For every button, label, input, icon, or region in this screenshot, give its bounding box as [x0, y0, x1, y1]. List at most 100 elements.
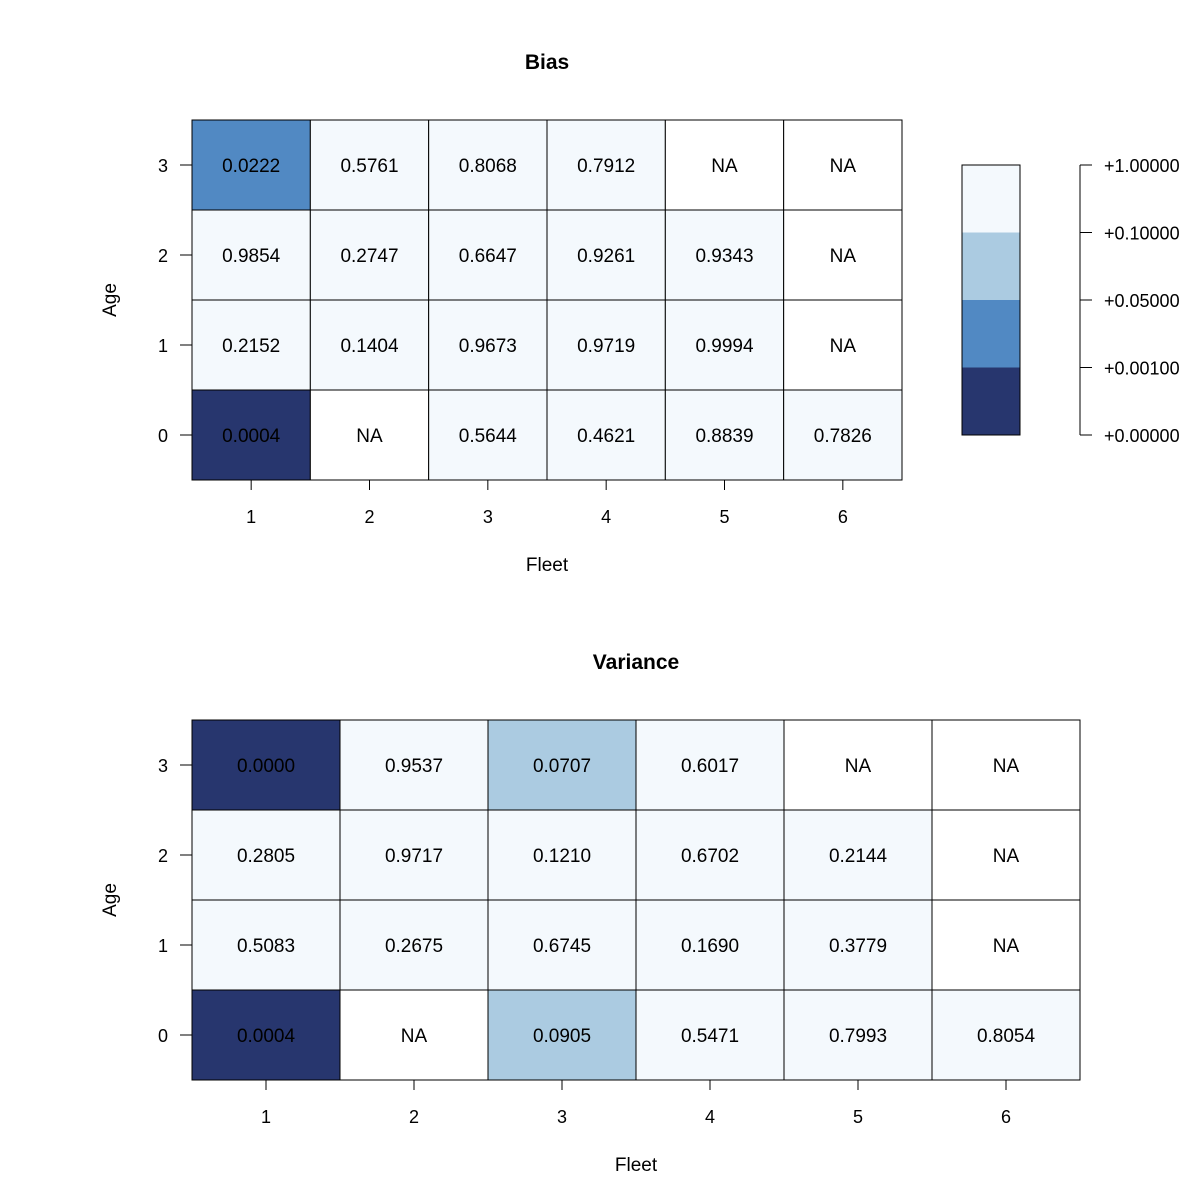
- legend-swatch: [962, 300, 1020, 368]
- heatmap-cell: [635, 899, 785, 991]
- heatmap-cell: [931, 899, 1081, 991]
- cell-value-label: 0.8068: [459, 156, 517, 177]
- cell-value-label: 0.9261: [577, 246, 635, 267]
- cell-value-label: 0.2675: [385, 936, 443, 957]
- cell-value-label: 0.5644: [459, 426, 518, 447]
- cell-value-label: 0.2144: [829, 846, 888, 867]
- heatmap-cell: [428, 119, 548, 211]
- cell-value-label: 0.9719: [577, 336, 635, 357]
- heatmap-cell: [783, 299, 903, 391]
- cell-value-label: 0.0707: [533, 756, 591, 777]
- cell-value-label: NA: [711, 156, 738, 177]
- y-tick-label: 0: [158, 1026, 168, 1046]
- heatmap-cell: [783, 209, 903, 301]
- heatmap-cell: [428, 299, 548, 391]
- x-tick-label: 3: [557, 1107, 567, 1127]
- bias-panel: Bias 0.0004 NA 0.5644 0.4621 0.8839 0.7826 0.21…: [100, 51, 903, 576]
- legend-break-label: +0.00000: [1104, 426, 1180, 446]
- heatmap-cell: [931, 809, 1081, 901]
- cell-value-label: 0.9717: [385, 846, 443, 867]
- legend-break-label: +1.00000: [1104, 156, 1180, 176]
- x-axis-label: Fleet: [526, 555, 569, 576]
- heatmap-cell: [635, 719, 785, 811]
- heatmap-cell: [339, 719, 489, 811]
- heatmap-cell: [309, 389, 430, 481]
- heatmap-cell: [339, 809, 489, 901]
- heatmap-cell: [931, 719, 1081, 811]
- legend-break-label: +0.05000: [1104, 291, 1180, 311]
- cell-value-label: 0.1404: [340, 336, 399, 357]
- heatmap-cell: [487, 719, 637, 811]
- cell-value-label: 0.0004: [222, 426, 281, 447]
- cell-value-label: 0.2152: [222, 336, 280, 357]
- x-tick-label: 2: [364, 507, 374, 527]
- y-axis-label: Age: [100, 283, 121, 317]
- legend-frame: [961, 164, 1021, 436]
- heatmap-cell: [191, 719, 341, 811]
- cell-value-label: 0.6702: [681, 846, 739, 867]
- cell-value-label: 0.5761: [340, 156, 398, 177]
- y-tick-label: 2: [158, 846, 168, 866]
- cell-value-label: 0.7912: [577, 156, 635, 177]
- heatmap-cell: [487, 899, 637, 991]
- x-tick-label: 5: [719, 507, 729, 527]
- cell-value-label: 0.6647: [459, 246, 517, 267]
- legend-swatch: [962, 367, 1020, 435]
- chart-title: Variance: [593, 651, 679, 674]
- y-tick-label: 3: [158, 756, 168, 776]
- heatmap-cell: [546, 119, 666, 211]
- cell-value-label: 0.9343: [695, 246, 753, 267]
- x-tick-label: 6: [1001, 1107, 1011, 1127]
- x-tick-label: 4: [705, 1107, 715, 1127]
- heatmap-cell: [309, 299, 430, 391]
- cell-value-label: NA: [830, 336, 857, 357]
- heatmap-cell: [191, 899, 341, 991]
- heatmap-cell: [309, 119, 430, 211]
- y-tick-label: 3: [158, 156, 168, 176]
- cell-value-label: 0.9537: [385, 756, 443, 777]
- cell-value-label: NA: [993, 756, 1020, 777]
- cell-value-label: 0.9673: [459, 336, 517, 357]
- heatmap-cell: [191, 119, 311, 211]
- heatmap-cell: [191, 389, 311, 481]
- x-tick-label: 4: [601, 507, 611, 527]
- legend-swatch: [962, 232, 1020, 300]
- heatmap-cell: [191, 809, 341, 901]
- heatmap-cell: [546, 389, 666, 481]
- heatmap-cell: [783, 809, 933, 901]
- cell-value-label: 0.5083: [237, 936, 295, 957]
- cell-value-label: 0.6745: [533, 936, 591, 957]
- legend-break-label: +0.00100: [1104, 359, 1180, 379]
- legend-break-label: +0.10000: [1104, 224, 1180, 244]
- y-tick-label: 0: [158, 426, 168, 446]
- heatmap-cell: [191, 989, 341, 1081]
- cell-value-label: 0.7993: [829, 1026, 887, 1047]
- bias-color-legend: +0.00000 +0.00100 +0.05000 +0.10000 +1.00000: [961, 156, 1180, 446]
- cell-value-label: NA: [356, 426, 383, 447]
- cell-value-label: 0.0222: [222, 156, 280, 177]
- y-axis-label: Age: [100, 883, 121, 917]
- cell-value-label: 0.2805: [237, 846, 295, 867]
- heatmap-cell: [191, 209, 311, 301]
- cell-value-label: 0.0905: [533, 1026, 591, 1047]
- cell-value-label: 0.0000: [237, 756, 295, 777]
- cell-value-label: 0.5471: [681, 1026, 739, 1047]
- x-tick-label: 6: [838, 507, 848, 527]
- cell-value-label: NA: [993, 936, 1020, 957]
- cell-value-label: 0.2747: [340, 246, 398, 267]
- heatmap-cell: [546, 299, 666, 391]
- x-tick-label: 3: [483, 507, 493, 527]
- cell-value-label: 0.4621: [577, 426, 635, 447]
- cell-value-label: 0.3779: [829, 936, 887, 957]
- cell-value-label: NA: [993, 846, 1020, 867]
- cell-value-label: 0.9854: [222, 246, 281, 267]
- legend-swatch: [962, 165, 1020, 233]
- chart-title: Bias: [525, 51, 569, 74]
- heatmap-cell: [664, 119, 785, 211]
- heatmap-cell: [546, 209, 666, 301]
- cell-value-label: 0.1210: [533, 846, 591, 867]
- variance-panel: Variance 0.0004 NA 0.0905 0.5471 0.7993 0.8054…: [100, 651, 1081, 1176]
- cell-value-label: 0.0004: [237, 1026, 296, 1047]
- cell-value-label: 0.9994: [695, 336, 754, 357]
